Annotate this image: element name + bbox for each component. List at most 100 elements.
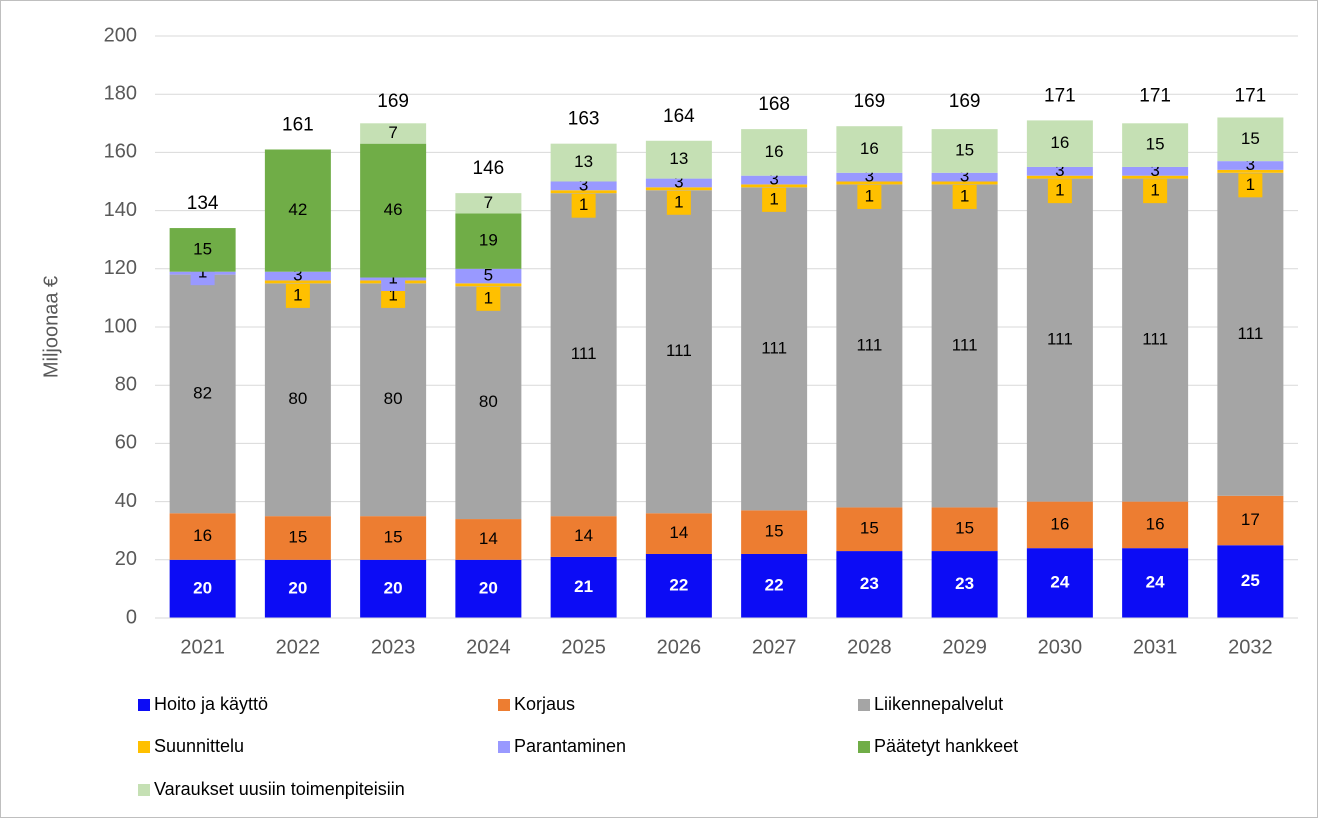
x-tick-label: 2027 [752, 636, 797, 658]
bar-segment [741, 184, 808, 188]
bar-segment [931, 129, 998, 173]
total-label: 163 [568, 109, 600, 130]
data-label: 1 [484, 288, 493, 307]
total-label: 168 [758, 94, 790, 115]
total-label: 169 [854, 91, 886, 112]
data-label: 1 [865, 186, 874, 205]
data-label: 16 [1050, 514, 1069, 533]
bar-segment [455, 519, 522, 560]
bar-segment [1026, 175, 1093, 179]
data-label: 15 [765, 522, 784, 541]
bar-segment [836, 126, 903, 173]
label-box [285, 283, 310, 308]
data-label: 13 [574, 152, 593, 171]
legend-swatch [498, 699, 510, 711]
bar-segment [741, 129, 808, 176]
total-label: 171 [1235, 85, 1267, 106]
data-label: 7 [388, 123, 397, 142]
data-label: 16 [765, 142, 784, 161]
bar-segment [1122, 123, 1189, 167]
bar-segment [550, 556, 617, 618]
bar-segment [550, 516, 617, 557]
bar-segment [455, 268, 522, 284]
bar-segment [264, 283, 331, 517]
data-label: 24 [1146, 573, 1165, 592]
bar-segment [169, 274, 236, 514]
data-label: 3 [293, 266, 302, 285]
bar-segment [1026, 548, 1093, 618]
data-label: 20 [288, 578, 307, 597]
data-label: 111 [571, 344, 597, 363]
legend-swatch [138, 699, 150, 711]
data-label: 3 [769, 170, 778, 189]
bar-segment [360, 143, 427, 278]
data-label: 82 [193, 383, 212, 402]
bar-segment [1122, 548, 1189, 618]
bar-segment [360, 516, 427, 560]
data-label: 111 [666, 341, 692, 360]
bar-segment [455, 559, 522, 618]
data-label: 22 [669, 575, 688, 594]
bar-segment [1026, 501, 1093, 549]
bar-segment [360, 283, 427, 517]
data-label: 3 [1246, 155, 1255, 174]
total-label: 164 [663, 106, 695, 127]
data-label: 42 [288, 200, 307, 219]
bar-segment [1217, 161, 1284, 170]
y-tick-label: 40 [115, 490, 137, 512]
legend-label: Korjaus [514, 694, 575, 714]
y-tick-label: 180 [104, 82, 137, 104]
label-box [571, 193, 596, 218]
legend-swatch [498, 741, 510, 753]
data-label: 1 [960, 186, 969, 205]
data-label: 23 [860, 574, 879, 593]
data-label: 80 [384, 389, 403, 408]
total-label: 171 [1139, 85, 1171, 106]
bar-segment [741, 187, 808, 511]
label-box [1047, 179, 1072, 204]
bar-segment [1122, 175, 1189, 179]
data-label: 1 [769, 189, 778, 208]
bar-segment [1026, 166, 1093, 176]
data-label: 111 [1047, 330, 1073, 349]
bar-segment [741, 510, 808, 554]
bar-segment [931, 172, 998, 182]
data-label: 1 [388, 285, 397, 304]
bar-segment [550, 143, 617, 182]
legend-label: Päätetyt hankkeet [874, 736, 1018, 756]
data-label: 111 [952, 335, 978, 354]
x-tick-label: 2031 [1133, 636, 1178, 658]
x-tick-label: 2021 [180, 636, 225, 658]
bar-segment [645, 513, 712, 554]
bar-segment [1026, 178, 1093, 502]
data-label: 46 [384, 200, 403, 219]
data-label: 16 [860, 139, 879, 158]
bar-segment [455, 213, 522, 269]
data-label: 5 [484, 266, 493, 285]
data-label: 15 [288, 527, 307, 546]
bar-segment [1217, 172, 1284, 496]
data-label: 13 [669, 149, 688, 168]
data-label: 14 [669, 523, 688, 542]
total-label: 146 [473, 158, 505, 179]
data-label: 1 [1150, 181, 1159, 200]
bar-segment [264, 280, 331, 284]
bar-segment [455, 193, 522, 214]
y-tick-label: 0 [126, 606, 137, 628]
bar-segment [1217, 545, 1284, 618]
bar-segment [931, 507, 998, 552]
data-label: 20 [384, 578, 403, 597]
bar-segment [645, 553, 712, 618]
label-box [666, 190, 691, 215]
data-label: 23 [955, 574, 974, 593]
data-label: 15 [1146, 135, 1165, 154]
bar-segment [169, 559, 236, 618]
data-label: 3 [674, 172, 683, 191]
data-label: 15 [193, 239, 212, 258]
bar-segment [1122, 166, 1189, 176]
bar-segment [550, 193, 617, 517]
data-label: 15 [955, 140, 974, 159]
data-label: 1 [1246, 175, 1255, 194]
data-label: 3 [1150, 161, 1159, 180]
